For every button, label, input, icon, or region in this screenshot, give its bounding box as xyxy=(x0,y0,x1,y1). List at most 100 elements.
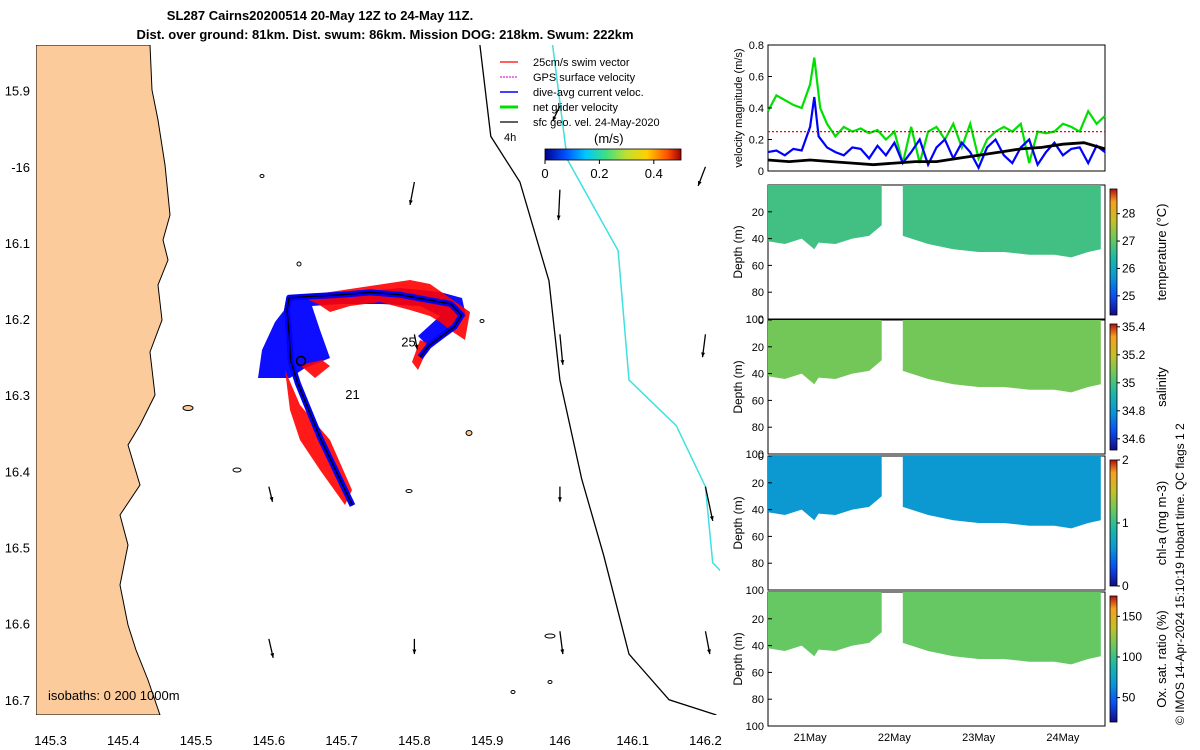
day-label-25: 25 xyxy=(401,335,415,350)
glider-track-line xyxy=(286,291,463,506)
map-y-tick-label: 16.4 xyxy=(5,464,30,479)
velocity-y-tick-label: 0.2 xyxy=(749,135,764,147)
map-y-tick-label: 16.5 xyxy=(5,541,30,556)
map-y-axis: 15.9 -16 16.1 16.2 16.3 16.4 16.5 16.6 16.7 xyxy=(5,84,30,708)
colorbar-tick-label: 28 xyxy=(1122,207,1136,221)
map-x-tick-label: 145.9 xyxy=(471,733,504,748)
geo-vector-arrow xyxy=(557,189,561,221)
depth-axis-label: Depth (m) xyxy=(731,496,745,549)
time-axis: 21May 22May 23May 24May xyxy=(794,732,1080,744)
depth-tick-label: 20 xyxy=(752,478,764,490)
depth-axis-label: Depth (m) xyxy=(731,225,745,278)
section-colorbar xyxy=(1109,595,1118,723)
section-panel-ox-sat-ratio: 20 40 60 80 100 Depth (m) 50 100 150 Ox. sat. rat… xyxy=(731,591,1169,733)
section-data-fill xyxy=(768,320,882,385)
colorbar-tick-label: 1 xyxy=(1122,516,1129,530)
swim-vector-cloud xyxy=(285,280,470,505)
map-x-tick-label: 145.5 xyxy=(180,733,213,748)
velocity-y-tick-label: 0.8 xyxy=(749,40,764,52)
velocity-panel: 0 0.2 0.4 0.6 0.8 velocity magnitude (m/s) xyxy=(733,40,1106,178)
colorbar-axis-label: temperature (°C) xyxy=(1154,204,1169,301)
geo-vector-head xyxy=(552,116,557,122)
colorbar-tick-label: 2 xyxy=(1122,453,1129,467)
island xyxy=(182,405,194,411)
speed-colorbar xyxy=(544,148,682,161)
geo-vector-head xyxy=(557,497,562,502)
geo-vector-arrow xyxy=(704,486,714,521)
depth-tick-label: 80 xyxy=(752,558,764,570)
colorbar-axis-label: Ox. sat. ratio (%) xyxy=(1154,610,1169,708)
time-tick-label: 22May xyxy=(878,732,912,744)
velocity-y-tick-label: 0.6 xyxy=(749,72,764,84)
depth-tick-label: 80 xyxy=(752,422,764,434)
geo-vector-head xyxy=(697,180,702,186)
legend-dive-label: dive-avg current veloc. xyxy=(533,87,644,99)
geo-vector-head xyxy=(270,652,275,658)
depth-tick-label: 20 xyxy=(752,342,764,354)
depth-tick-label: 100 xyxy=(746,721,764,733)
depth-tick-label: 20 xyxy=(752,207,764,219)
depth-tick-label: 80 xyxy=(752,287,764,299)
colorbar-tick-label: 27 xyxy=(1122,234,1136,248)
map-y-tick-label: 16.2 xyxy=(5,312,30,327)
day-label-21: 21 xyxy=(345,387,359,402)
depth-tick-label: 60 xyxy=(752,260,764,272)
colorbar-tick-label: 35 xyxy=(1122,376,1136,390)
geo-vector-head xyxy=(560,360,565,365)
reef-outline xyxy=(544,633,556,639)
colorbar-tick-label: 35.4 xyxy=(1122,320,1146,334)
reef-outline xyxy=(547,680,553,684)
colorbar-axis-label: salinity xyxy=(1154,367,1169,407)
depth-tick-label: 60 xyxy=(752,395,764,407)
depth-tick-label: 40 xyxy=(752,505,764,517)
depth-tick-label: 40 xyxy=(752,234,764,246)
map-y-tick-label: 16.6 xyxy=(5,617,30,632)
chart-title-line-1: SL287 Cairns20200514 20-May 12Z to 24-Ma… xyxy=(166,8,474,23)
section-panel-chl-a: 0 20 40 60 80 100 Depth (m) 0 1 2 chl-a (mg m-3) xyxy=(731,451,1169,597)
colorbar-tick-label: 34.6 xyxy=(1122,432,1146,446)
velocity-axes-box xyxy=(767,44,1106,172)
colorbar-tick-label: 150 xyxy=(1122,609,1142,623)
section-colorbar xyxy=(1109,188,1118,316)
velocity-y-tick-label: 0 xyxy=(758,166,764,178)
depth-tick-label: 40 xyxy=(752,641,764,653)
colorbar-tick-label: 25 xyxy=(1122,289,1136,303)
depth-tick-label: 0 xyxy=(758,315,764,327)
map-y-tick-label: 16.7 xyxy=(5,693,30,708)
map-x-tick-label: 146.1 xyxy=(616,733,649,748)
depth-tick-label: 20 xyxy=(752,614,764,626)
geo-vector-head xyxy=(701,352,706,358)
dive-avg-current-cloud xyxy=(258,288,466,378)
section-data-fill xyxy=(768,592,882,657)
colorbar-tick-label: 35.2 xyxy=(1122,348,1146,362)
section-data-fill xyxy=(902,320,1101,393)
legend-geo-label: sfc geo. vel. 24-May-2020 xyxy=(533,117,660,129)
colorbar-tick-label: 0 xyxy=(541,166,548,181)
section-colorbar xyxy=(1109,459,1118,587)
depth-tick-label: 80 xyxy=(752,694,764,706)
velocity-y-axis: 0 0.2 0.4 0.6 0.8 xyxy=(749,40,772,178)
geo-vector-head xyxy=(707,649,711,655)
section-panel-temperature: 20 40 60 80 100 Depth (m) 25 26 27 28 temperature … xyxy=(731,184,1169,326)
colorbar-tick-label: 0.4 xyxy=(645,166,663,181)
legend-gps-label: GPS surface velocity xyxy=(533,72,636,84)
legend-net-label: net glider velocity xyxy=(533,102,618,114)
map-y-tick-label: 16.3 xyxy=(5,388,30,403)
depth-tick-label: 40 xyxy=(752,369,764,381)
reef-outline xyxy=(479,319,485,323)
section-data-fill xyxy=(902,592,1101,665)
colorbar-tick-label: 100 xyxy=(1122,650,1142,664)
geo-vector-head xyxy=(709,515,714,521)
map-x-tick-label: 145.8 xyxy=(398,733,431,748)
reef-outline xyxy=(405,489,413,493)
map-legend: 25cm/s swim vector GPS surface velocity … xyxy=(500,57,682,181)
map-x-axis: 145.3 145.4 145.5 145.6 145.7 145.8 145.9 146 14… xyxy=(34,733,721,748)
chart-title-line-2: Dist. over ground: 81km. Dist. swum: 86k… xyxy=(136,27,634,42)
velocity-series-line xyxy=(767,96,1106,171)
depth-tick-label: 100 xyxy=(746,585,764,597)
map-y-tick-label: 16.1 xyxy=(5,236,30,251)
colorbar-tick-label: 26 xyxy=(1122,261,1136,275)
